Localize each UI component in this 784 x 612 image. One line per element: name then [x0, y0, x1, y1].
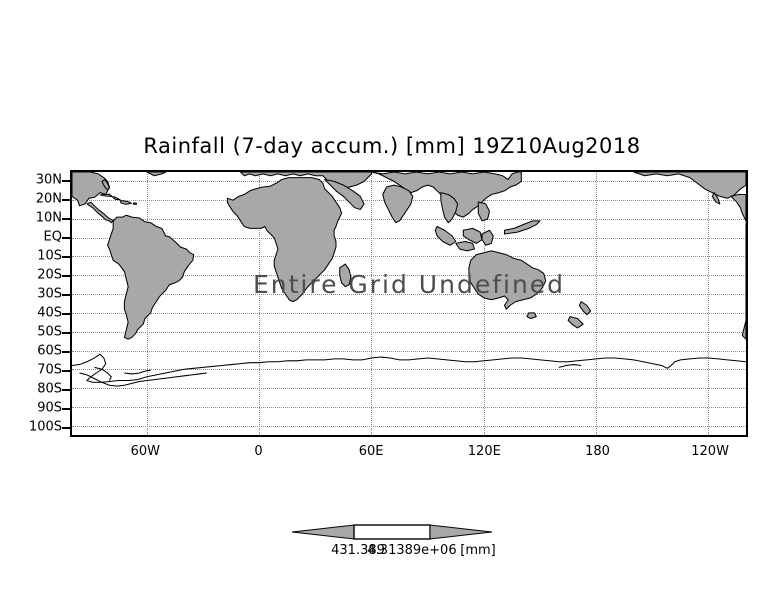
- landmass-new-guinea: [503, 220, 541, 235]
- landmass-south-america: [107, 214, 195, 340]
- y-tick-mark: [62, 236, 70, 239]
- landmass-sulawesi: [481, 229, 494, 246]
- landmass-borneo: [462, 227, 483, 244]
- colorbar-units-label: [mm]: [460, 543, 496, 558]
- y-axis-label: 30S: [37, 286, 62, 302]
- landmass-new-zealand-south: [567, 316, 584, 329]
- x-axis-label: 120W: [691, 444, 729, 459]
- y-tick-mark: [62, 255, 70, 258]
- colorbar-center-box: [353, 524, 431, 540]
- x-axis-label: 60E: [358, 444, 384, 459]
- y-tick-mark: [62, 408, 70, 411]
- x-axis-label: 120E: [467, 444, 501, 459]
- y-axis-label: 40S: [37, 305, 62, 321]
- landmass-north-america-east: [633, 172, 746, 199]
- y-tick-mark: [62, 179, 70, 182]
- landmass-south-america-east: [741, 222, 746, 340]
- y-axis-label: 60S: [37, 343, 62, 359]
- y-tick-mark: [62, 389, 70, 392]
- y-tick-mark: [62, 313, 70, 316]
- x-axis-label: 0: [254, 444, 263, 459]
- landmass-indochina: [440, 192, 459, 224]
- landmass-java: [455, 240, 476, 252]
- landmass-greenland-edge: [146, 172, 167, 177]
- y-axis-label: 20S: [37, 267, 62, 283]
- y-tick-mark: [62, 294, 70, 296]
- y-axis-label: 90S: [37, 400, 62, 416]
- y-axis-label: 70S: [37, 362, 62, 378]
- landmass-madagascar: [339, 263, 352, 288]
- landmass-puerto-rico: [132, 202, 137, 205]
- world-coastline-map: [72, 172, 746, 387]
- landmass-hispaniola: [120, 200, 132, 205]
- landmass-tasmania: [526, 312, 537, 320]
- y-axis-label: 80S: [37, 381, 62, 397]
- landmass-central-america-east: [730, 194, 746, 222]
- x-axis-label: 180: [585, 444, 610, 459]
- y-axis-label: 30N: [35, 172, 62, 188]
- landmass-florida: [101, 178, 110, 191]
- y-tick-mark: [62, 427, 70, 430]
- landmass-philippines: [477, 201, 491, 222]
- colorbar-extend-high: [429, 524, 492, 540]
- x-axis-label: 60W: [130, 444, 160, 459]
- landmass-new-zealand-north: [578, 301, 592, 316]
- y-axis-label: 10N: [35, 210, 62, 226]
- y-tick-mark: [62, 275, 70, 277]
- landmass-baja: [711, 192, 721, 205]
- y-axis-label: 10S: [37, 248, 62, 264]
- landmass-africa: [226, 177, 343, 303]
- y-axis-label: 100S: [28, 419, 62, 435]
- landmass-cuba: [99, 193, 121, 201]
- map-plot-area[interactable]: Entire Grid Undefined: [70, 170, 748, 437]
- y-axis-label: EQ: [43, 229, 62, 245]
- y-tick-mark: [62, 351, 70, 354]
- y-axis-label: 50S: [37, 324, 62, 340]
- colorbar-extend-low: [292, 524, 355, 540]
- colorbar-max-label: 4.31389e+06: [367, 543, 457, 558]
- y-tick-mark: [62, 198, 70, 201]
- y-tick-mark: [62, 332, 70, 335]
- page-title: Rainfall (7-day accum.) [mm] 19Z10Aug201…: [143, 134, 641, 158]
- colorbar-graphic: [292, 524, 492, 540]
- landmass-arabia: [324, 178, 365, 211]
- antarctica-coastline: [72, 353, 746, 387]
- colorbar[interactable]: [292, 521, 492, 543]
- landmass-central-america: [86, 201, 114, 224]
- y-tick-mark: [62, 217, 70, 220]
- y-axis-label: 20N: [35, 191, 62, 207]
- landmass-sumatra: [434, 225, 457, 246]
- landmass-india: [382, 184, 414, 224]
- landmass-north-america: [72, 172, 110, 207]
- colorbar-min-label: 431.389: [331, 543, 385, 558]
- landmass-australia: [468, 250, 547, 310]
- y-tick-mark: [62, 370, 70, 373]
